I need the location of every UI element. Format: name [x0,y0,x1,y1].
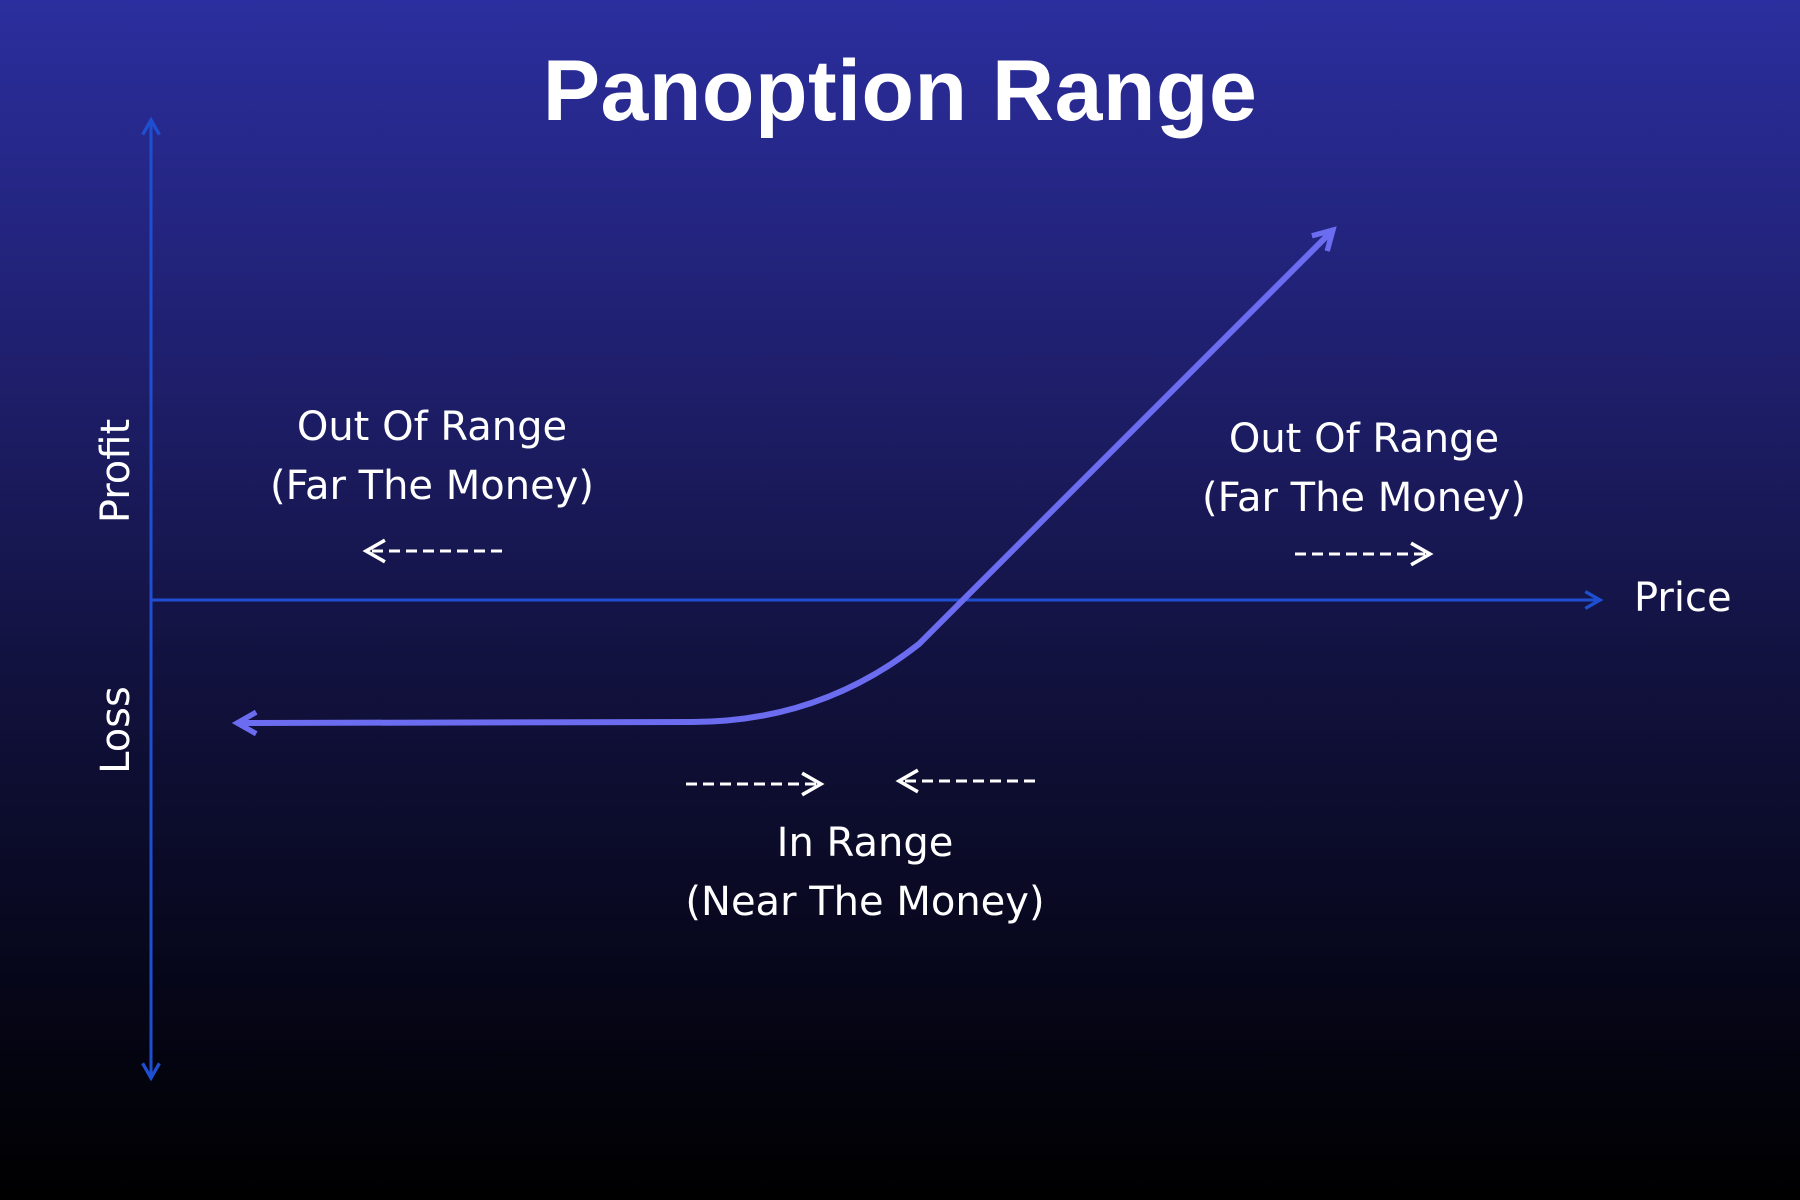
diagram-title: Panoption Range [542,43,1258,139]
center-region-line1: In Range [776,820,954,866]
payoff-curve [231,226,1337,737]
left-region-label: Out Of Range (Far The Money) [232,398,632,516]
center-region-label: In Range (Near The Money) [665,814,1065,932]
right-region-line2: (Far The Money) [1202,475,1526,521]
y-axis-label-profit: Profit [93,418,139,524]
center-region-line2: (Near The Money) [685,879,1045,925]
x-axis-label: Price [1634,575,1732,621]
y-axis-label-loss: Loss [93,686,139,774]
right-region-line1: Out Of Range [1228,416,1500,462]
left-region-line1: Out Of Range [296,404,568,450]
left-region-line2: (Far The Money) [270,463,594,509]
right-region-label: Out Of Range (Far The Money) [1164,410,1564,528]
